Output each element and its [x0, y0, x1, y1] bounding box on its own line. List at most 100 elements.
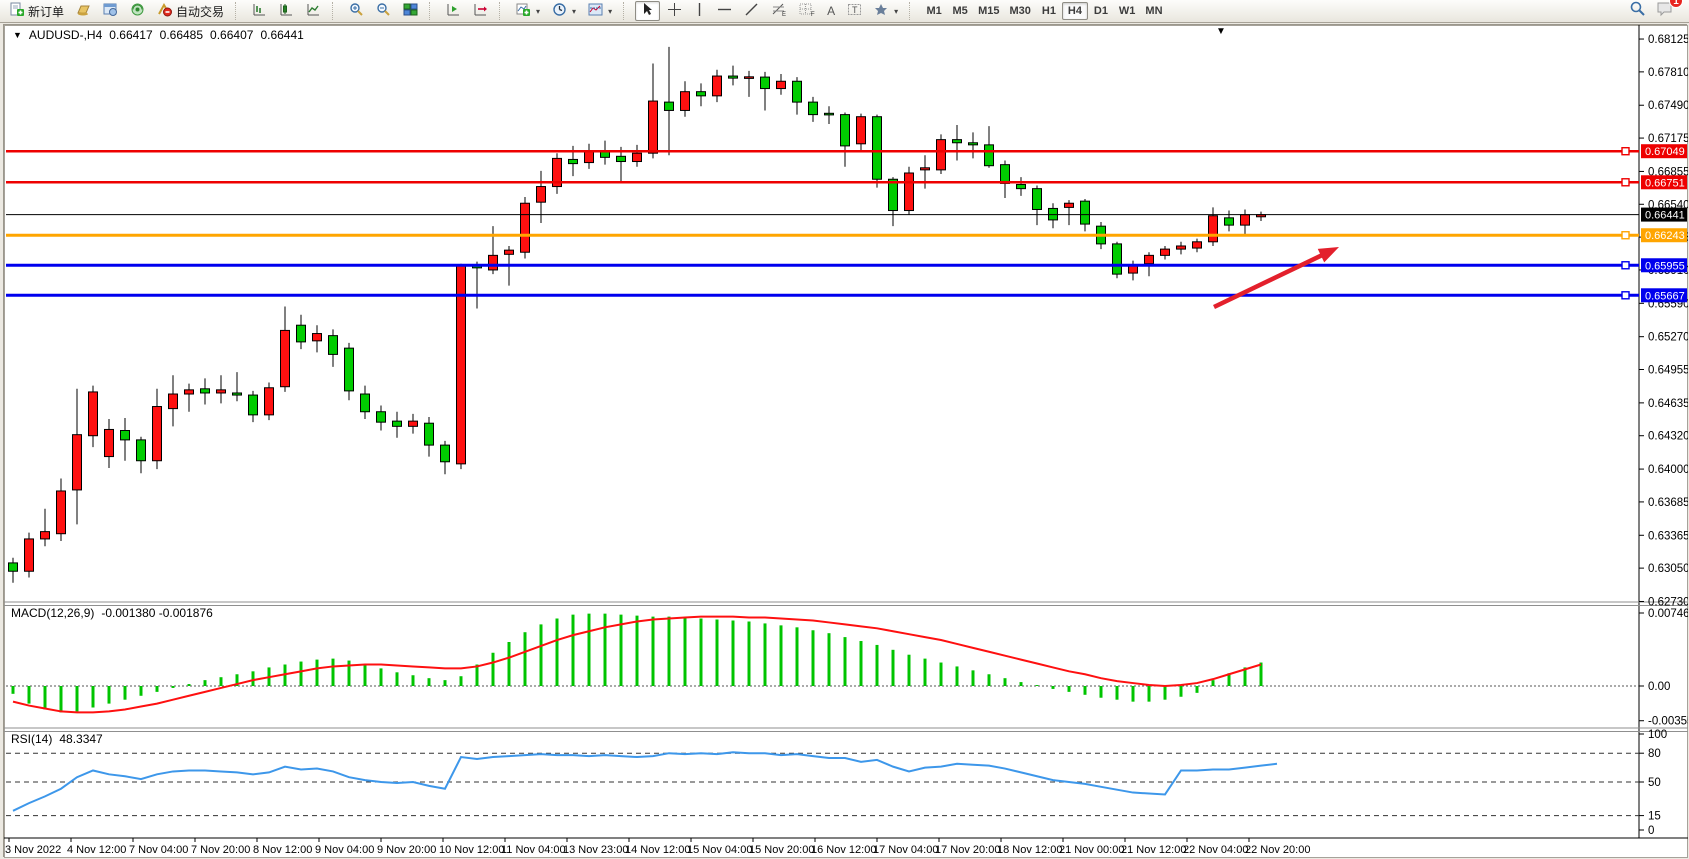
timeframe-button-h4[interactable]: H4: [1061, 2, 1088, 20]
navigator-button[interactable]: [125, 1, 150, 21]
trendline-icon: [744, 2, 759, 20]
svg-text:4 Nov 12:00: 4 Nov 12:00: [67, 844, 126, 856]
chevron-down-icon: ▾: [608, 6, 613, 16]
trend-arrow-annotation[interactable]: [1213, 247, 1339, 310]
periods-button[interactable]: ▾: [547, 1, 581, 21]
line-chart-button[interactable]: [301, 1, 326, 21]
macd-pane[interactable]: [6, 613, 1639, 714]
toolbar-separator: [499, 2, 506, 20]
svg-text:0.65667: 0.65667: [1645, 290, 1685, 302]
chart-shift-icon: [446, 2, 461, 20]
text-label-tool-button[interactable]: T: [842, 1, 867, 21]
timeframe-button-m15[interactable]: M15: [978, 5, 1000, 17]
zoom-in-icon: [349, 2, 364, 20]
market-watch-icon: [103, 2, 118, 20]
zoom-out-button[interactable]: [371, 1, 396, 21]
timeframe-button-m5[interactable]: M5: [952, 5, 968, 17]
new-order-label: 新订单: [28, 4, 65, 19]
horizontal-line-tool-button[interactable]: [712, 1, 737, 21]
macd-values: -0.001380 -0.001876: [101, 606, 213, 620]
fibonacci-tool-button[interactable]: E: [766, 1, 792, 21]
svg-text:9 Nov 20:00: 9 Nov 20:00: [377, 844, 436, 856]
toolbar-separator: [623, 2, 630, 20]
indicators-button[interactable]: ▾: [511, 1, 545, 21]
svg-text:0.63050: 0.63050: [1648, 563, 1688, 575]
grid-tool-button[interactable]: F: [794, 1, 820, 21]
chat-badge: 1: [1669, 0, 1683, 8]
svg-text:0.67175: 0.67175: [1648, 133, 1688, 145]
time-axis[interactable]: 3 Nov 2022 4 Nov 12:00 7 Nov 04:00 7 Nov 20…: [5, 838, 1310, 856]
svg-text:15: 15: [1648, 811, 1661, 823]
text-a-icon: A: [827, 4, 836, 18]
svg-text:50: 50: [1648, 777, 1661, 789]
svg-text:9 Nov 04:00: 9 Nov 04:00: [315, 844, 374, 856]
timeframe-button-d1[interactable]: D1: [1093, 5, 1108, 17]
svg-text:0.67490: 0.67490: [1648, 100, 1688, 112]
timeframe-button-h1[interactable]: H1: [1041, 5, 1056, 17]
horizontal-line-icon: [717, 2, 732, 20]
svg-text:10 Nov 12:00: 10 Nov 12:00: [439, 844, 504, 856]
new-order-button[interactable]: 新订单: [4, 1, 69, 21]
shapes-tool-button[interactable]: ▾: [869, 1, 903, 21]
svg-text:0.66441: 0.66441: [1645, 210, 1685, 222]
candle-chart-icon: [279, 2, 294, 20]
autotrading-label: 自动交易: [176, 4, 225, 19]
timeframe-button-m30[interactable]: M30: [1009, 5, 1031, 17]
svg-text:8 Nov 12:00: 8 Nov 12:00: [253, 844, 312, 856]
cursor-tool-button[interactable]: [635, 1, 661, 21]
profiles-icon: [76, 2, 91, 20]
clock-icon: [552, 2, 567, 20]
timeframe-button-mn[interactable]: MN: [1145, 5, 1163, 17]
horizontal-levels-layer[interactable]: 0.67049 0.66751 0.66441 0.66243 0.65955 0.656…: [6, 144, 1687, 303]
text-tool-button[interactable]: A: [822, 1, 840, 21]
chart-symbol-header: ▼ AUDUSD-,H4 0.66417 0.66485 0.66407 0.6…: [13, 28, 304, 42]
chart-dropdown-icon[interactable]: ▼: [13, 30, 22, 40]
svg-text:0.62730: 0.62730: [1648, 596, 1688, 608]
chevron-down-icon: ▾: [572, 6, 577, 16]
timeframe-button-m1[interactable]: M1: [926, 5, 942, 17]
trendline-tool-button[interactable]: [739, 1, 764, 21]
svg-text:0.68125: 0.68125: [1648, 34, 1688, 46]
profiles-button[interactable]: [71, 1, 96, 21]
autotrading-button[interactable]: 自动交易: [152, 1, 229, 21]
chat-button[interactable]: 1: [1656, 0, 1683, 22]
svg-text:0.63365: 0.63365: [1648, 530, 1688, 542]
timeframe-button-w1[interactable]: W1: [1118, 5, 1136, 17]
templates-button[interactable]: ▾: [583, 1, 617, 21]
svg-text:15 Nov 04:00: 15 Nov 04:00: [687, 844, 752, 856]
grid-icon: F: [799, 2, 815, 20]
svg-text:11 Nov 04:00: 11 Nov 04:00: [501, 844, 566, 856]
ohlc-low: 0.66407: [210, 28, 254, 42]
svg-text:0.66751: 0.66751: [1645, 177, 1685, 189]
candlestick-chart[interactable]: 0.681250.678100.674900.671750.668550.665…: [4, 25, 1688, 858]
cursor-icon: [640, 2, 655, 20]
svg-text:0.67810: 0.67810: [1648, 67, 1688, 79]
svg-text:0.67049: 0.67049: [1645, 146, 1685, 158]
market-watch-button[interactable]: [98, 1, 123, 21]
chart-menu-arrow-icon[interactable]: ▼: [1216, 26, 1226, 37]
chart-window[interactable]: 0.68125 0.67810 0.67490 0.67175 0.66855 0.665…: [3, 24, 1688, 858]
search-icon[interactable]: [1629, 0, 1646, 22]
svg-text:0.63685: 0.63685: [1648, 497, 1688, 509]
svg-text:100: 100: [1648, 729, 1667, 741]
bar-chart-button[interactable]: [247, 1, 272, 21]
tile-windows-button[interactable]: [398, 1, 423, 21]
auto-scroll-button[interactable]: [468, 1, 493, 21]
svg-text:22 Nov 20:00: 22 Nov 20:00: [1245, 844, 1310, 856]
svg-text:0.007465: 0.007465: [1648, 608, 1688, 620]
templates-icon: [588, 2, 603, 20]
svg-text:0.65270: 0.65270: [1648, 332, 1688, 344]
svg-text:17 Nov 04:00: 17 Nov 04:00: [873, 844, 938, 856]
chart-shift-button[interactable]: [441, 1, 466, 21]
zoom-out-icon: [376, 2, 391, 20]
chevron-down-icon: ▾: [536, 6, 541, 16]
macd-name: MACD(12,26,9): [11, 606, 95, 620]
svg-text:13 Nov 23:00: 13 Nov 23:00: [563, 844, 628, 856]
crosshair-tool-button[interactable]: [662, 1, 687, 21]
vertical-line-tool-button[interactable]: [689, 1, 710, 21]
candle-chart-button[interactable]: [274, 1, 299, 21]
candles-layer: [8, 46, 1266, 583]
rsi-pane[interactable]: [6, 751, 1639, 817]
zoom-in-button[interactable]: [344, 1, 369, 21]
